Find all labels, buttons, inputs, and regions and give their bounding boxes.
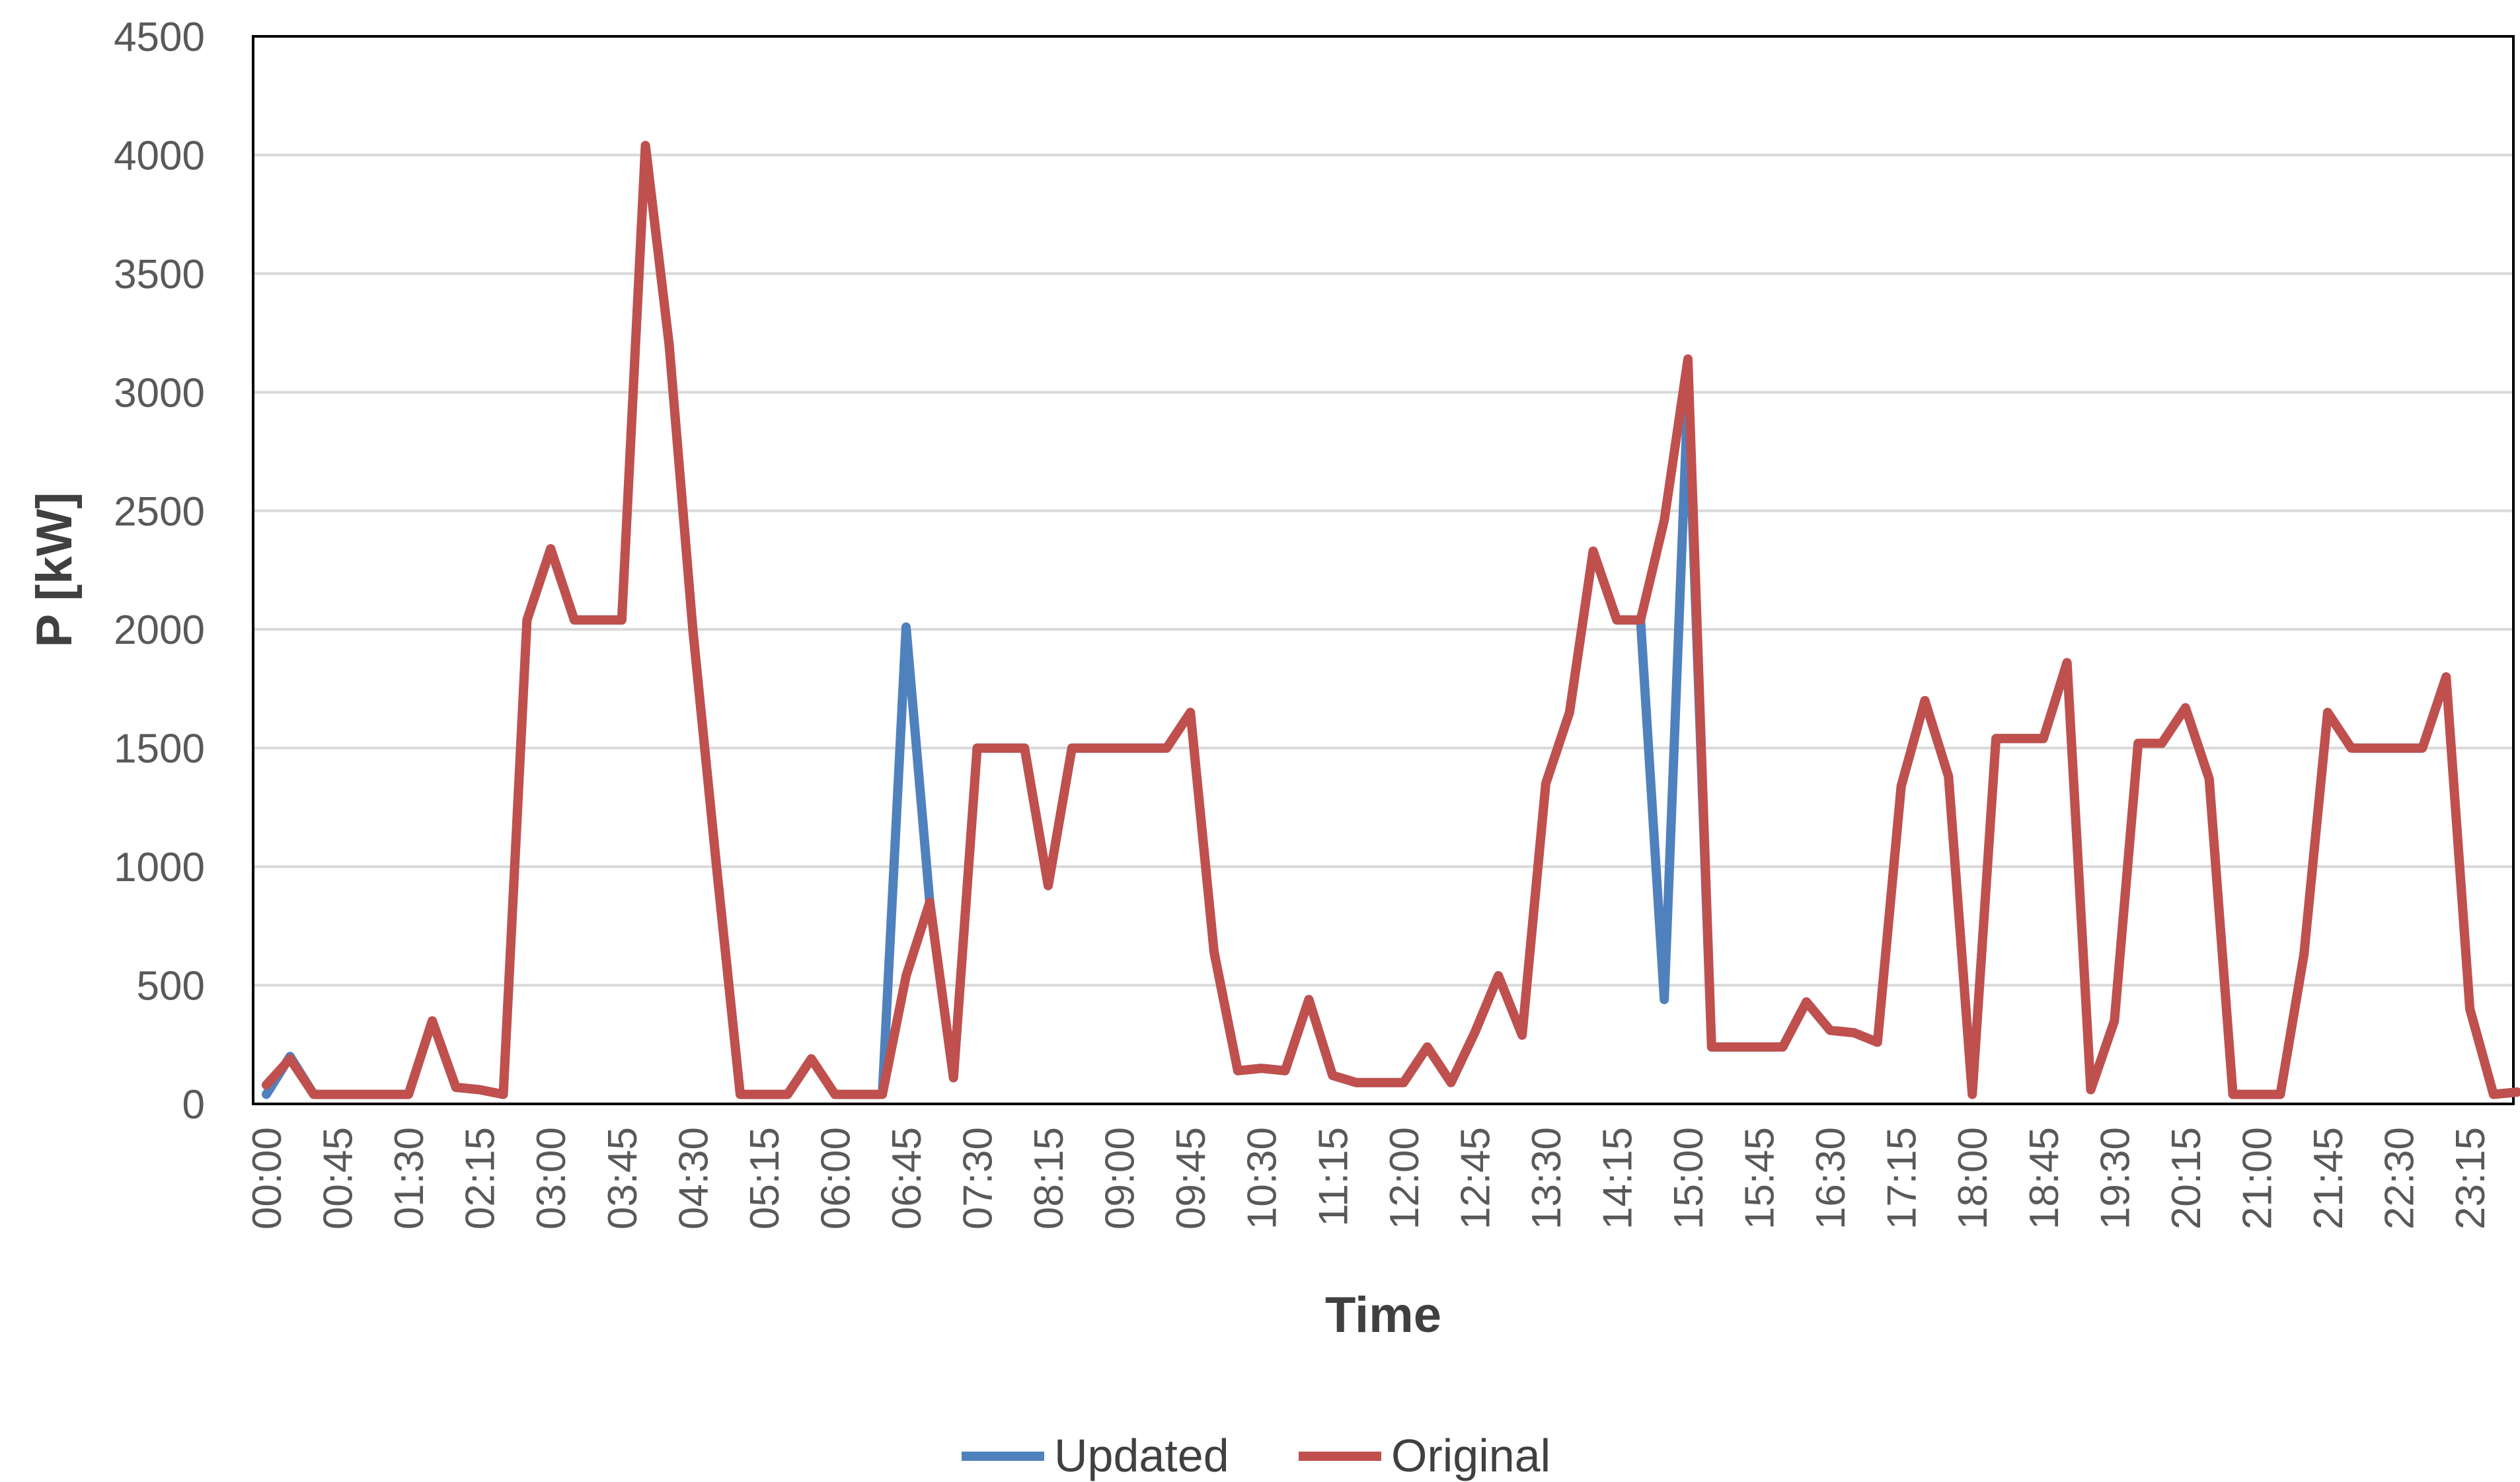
y-tick-label: 3000 (114, 370, 205, 416)
x-tick-label: 00:45 (316, 1127, 362, 1229)
x-tick-label: 01:30 (387, 1127, 432, 1229)
x-tick-label: 22:30 (2377, 1127, 2423, 1229)
y-axis-ticks: 0 500 1000 1500 2000 2500 3000 3500 4000 4500 (114, 15, 205, 1128)
x-tick-label: 12:00 (1382, 1127, 1428, 1229)
x-tick-label: 17:15 (1880, 1127, 1925, 1229)
gridlines (253, 153, 2513, 987)
y-tick-label: 1500 (114, 726, 205, 772)
x-tick-label: 18:45 (2022, 1127, 2067, 1229)
series-line-original (262, 141, 2520, 1099)
x-tick-label: 15:45 (1737, 1127, 1783, 1229)
x-tick-label: 12:45 (1453, 1127, 1498, 1229)
y-tick-label: 2000 (114, 607, 205, 653)
x-tick-label: 14:15 (1595, 1127, 1640, 1229)
x-tick-label: 23:15 (2448, 1127, 2494, 1229)
x-tick-label: 11:15 (1311, 1127, 1356, 1227)
x-tick-label: 19:30 (2092, 1127, 2138, 1229)
y-tick-label: 0 (182, 1082, 205, 1128)
x-tick-label: 18:00 (1950, 1127, 1996, 1229)
x-tick-label: 02:15 (458, 1127, 504, 1229)
y-tick-label: 1000 (114, 845, 205, 890)
x-tick-label: 09:00 (1098, 1127, 1143, 1229)
y-axis-title: P [kW] (26, 492, 83, 647)
x-tick-label: 16:30 (1808, 1127, 1854, 1229)
x-tick-label: 03:00 (529, 1127, 574, 1229)
x-tick-label: 06:00 (813, 1127, 859, 1229)
x-axis-ticks: 00:00 00:45 01:30 02:15 03:00 03:45 04:30 05:15… (245, 1127, 2494, 1229)
x-tick-label: 10:30 (1240, 1127, 1285, 1229)
x-tick-label: 13:30 (1524, 1127, 1570, 1229)
x-tick-label: 15:00 (1666, 1127, 1712, 1229)
series-layer (262, 141, 2520, 1099)
x-tick-label: 09:45 (1168, 1127, 1214, 1229)
y-tick-label: 500 (137, 964, 205, 1009)
x-tick-label: 21:00 (2234, 1127, 2280, 1229)
plot-area-frame (252, 35, 2515, 1105)
legend-label-updated: Updated (1054, 1430, 1229, 1481)
x-tick-label: 05:15 (742, 1127, 788, 1229)
y-tick-label: 4000 (114, 133, 205, 178)
legend-label-original: Original (1391, 1430, 1550, 1481)
x-tick-label: 03:45 (600, 1127, 646, 1229)
x-tick-label: 04:30 (671, 1127, 716, 1229)
y-tick-label: 4500 (114, 15, 205, 60)
y-tick-label: 3500 (114, 252, 205, 297)
x-tick-label: 08:15 (1026, 1127, 1072, 1229)
x-axis-title: Time (1325, 1287, 1441, 1343)
x-tick-label: 00:00 (245, 1127, 290, 1229)
legend: Updated Original (962, 1430, 1550, 1481)
x-tick-label: 06:45 (884, 1127, 930, 1229)
x-tick-label: 07:30 (956, 1127, 1001, 1229)
y-tick-label: 2500 (114, 489, 205, 535)
x-tick-label: 20:15 (2164, 1127, 2209, 1229)
x-tick-label: 21:45 (2306, 1127, 2351, 1229)
